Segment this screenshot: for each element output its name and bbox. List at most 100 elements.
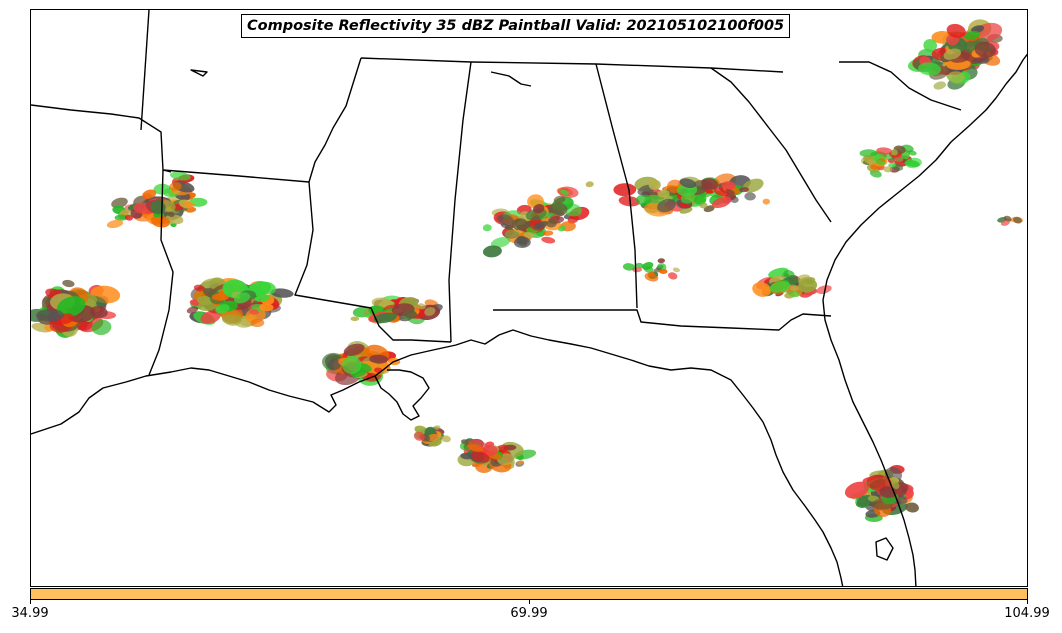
reflectivity-echo bbox=[441, 435, 451, 443]
texas-louisiana-line bbox=[148, 169, 174, 376]
reflectivity-echo bbox=[470, 451, 491, 463]
reflectivity-echo bbox=[744, 192, 756, 201]
reflectivity-echo bbox=[642, 261, 654, 270]
reflectivity-echo bbox=[559, 189, 569, 195]
reflectivity-echo bbox=[433, 425, 441, 430]
reflectivity-echo bbox=[876, 147, 893, 155]
reflectivity-echo bbox=[657, 258, 665, 264]
reflectivity-echo bbox=[182, 201, 195, 208]
reflectivity-echo bbox=[500, 223, 509, 229]
reflectivity-echo bbox=[91, 319, 112, 336]
reflectivity-echo bbox=[533, 221, 549, 230]
oklahoma-texas-line bbox=[31, 104, 310, 183]
colorbar-tick-mark-center bbox=[529, 600, 530, 604]
reflectivity-echo bbox=[875, 160, 886, 166]
reflectivity-echo bbox=[692, 192, 707, 205]
reflectivity-echo bbox=[106, 219, 124, 229]
reflectivity-echo bbox=[169, 171, 191, 181]
reflectivity-echo bbox=[762, 198, 770, 205]
reflectivity-echo bbox=[657, 189, 670, 198]
reflectivity-echo bbox=[816, 285, 832, 294]
reflectivity-echo bbox=[904, 157, 922, 169]
reflectivity-echo bbox=[789, 285, 799, 291]
reflectivity-echo bbox=[167, 211, 175, 217]
reflectivity-echo bbox=[62, 279, 75, 288]
reflectivity-echo bbox=[699, 202, 708, 209]
reflectivity-echo bbox=[532, 204, 545, 214]
reflectivity-echo bbox=[618, 195, 640, 207]
reflectivity-echo bbox=[622, 263, 636, 271]
reflectivity-echo bbox=[705, 189, 714, 194]
reflectivity-echo bbox=[497, 214, 515, 226]
lake-okeechobee bbox=[875, 537, 894, 561]
reflectivity-echo bbox=[504, 229, 521, 239]
reflectivity-echo bbox=[679, 178, 697, 189]
reflectivity-echo bbox=[613, 183, 637, 197]
reflectivity-echo bbox=[788, 291, 800, 297]
reflectivity-echo bbox=[901, 152, 910, 160]
reflectivity-echo bbox=[798, 278, 818, 293]
reflectivity-echo bbox=[56, 296, 86, 318]
reflectivity-echo bbox=[426, 427, 436, 434]
reflectivity-echo bbox=[946, 23, 966, 38]
reflectivity-echo bbox=[417, 303, 426, 310]
reflectivity-echo bbox=[659, 269, 668, 274]
reflectivity-echo bbox=[541, 236, 556, 244]
reflectivity-echo bbox=[1003, 215, 1012, 222]
reflectivity-echo bbox=[427, 433, 439, 442]
reflectivity-echo bbox=[186, 306, 199, 314]
reflectivity-echo bbox=[250, 318, 265, 328]
reflectivity-echo bbox=[402, 310, 418, 319]
reflectivity-echo bbox=[124, 214, 133, 221]
colorbar-tick-label-max: 104.99 bbox=[1004, 606, 1050, 621]
reflectivity-echo bbox=[883, 166, 893, 173]
reflectivity-echo bbox=[905, 502, 919, 513]
reflectivity-echo bbox=[255, 294, 270, 302]
map-canvas bbox=[31, 10, 1027, 586]
reflectivity-echo bbox=[636, 194, 652, 206]
reflectivity-echo bbox=[482, 445, 498, 456]
colorbar-tick-mark-left bbox=[30, 600, 31, 604]
colorbar bbox=[30, 588, 1028, 600]
reflectivity-echo bbox=[548, 202, 568, 216]
reflectivity-echo bbox=[221, 314, 242, 325]
reflectivity-echo bbox=[680, 192, 695, 204]
carolinas-line bbox=[839, 61, 962, 111]
gulf-atlantic-coastline bbox=[31, 329, 844, 586]
reflectivity-echo bbox=[542, 230, 554, 236]
reflectivity-echo bbox=[249, 308, 259, 315]
reflectivity-echo bbox=[200, 310, 221, 324]
reflectivity-echo bbox=[933, 81, 946, 90]
reflectivity-echo bbox=[343, 343, 365, 356]
reflectivity-echo bbox=[413, 431, 425, 441]
reflectivity-echo bbox=[648, 179, 661, 190]
reflectivity-echo bbox=[943, 48, 962, 60]
reflectivity-echo bbox=[918, 62, 942, 76]
reflectivity-echo bbox=[585, 181, 594, 188]
reflectivity-echo bbox=[482, 245, 502, 258]
colorbar-tick-label-min: 34.99 bbox=[11, 606, 49, 621]
reflectivity-echo bbox=[193, 284, 205, 292]
colorbar-tick-mark-right bbox=[1027, 600, 1028, 604]
reflectivity-echo bbox=[768, 267, 789, 279]
reflectivity-echo bbox=[169, 182, 182, 192]
reflectivity-echo bbox=[712, 196, 732, 209]
reflectivity-echo bbox=[150, 215, 171, 228]
reflectivity-echo bbox=[523, 232, 535, 238]
reflectivity-echo bbox=[907, 150, 917, 156]
alabama-florida-line bbox=[493, 309, 832, 331]
reflectivity-echo bbox=[35, 309, 65, 322]
reflectivity-echo bbox=[974, 41, 997, 58]
reflectivity-echo bbox=[888, 162, 897, 168]
reflectivity-echo bbox=[679, 207, 693, 214]
map-panel bbox=[30, 9, 1028, 587]
reflectivity-echo bbox=[667, 272, 678, 280]
reflectivity-echo bbox=[945, 59, 971, 70]
reflectivity-echo bbox=[739, 187, 750, 193]
reflectivity-paintball-layer bbox=[31, 19, 1024, 523]
reflectivity-echo bbox=[635, 262, 645, 268]
reflectivity-echo bbox=[700, 186, 709, 191]
reflectivity-echo bbox=[678, 202, 691, 209]
arkansas-lake bbox=[190, 69, 208, 77]
atlantic-coastline bbox=[822, 53, 1027, 586]
